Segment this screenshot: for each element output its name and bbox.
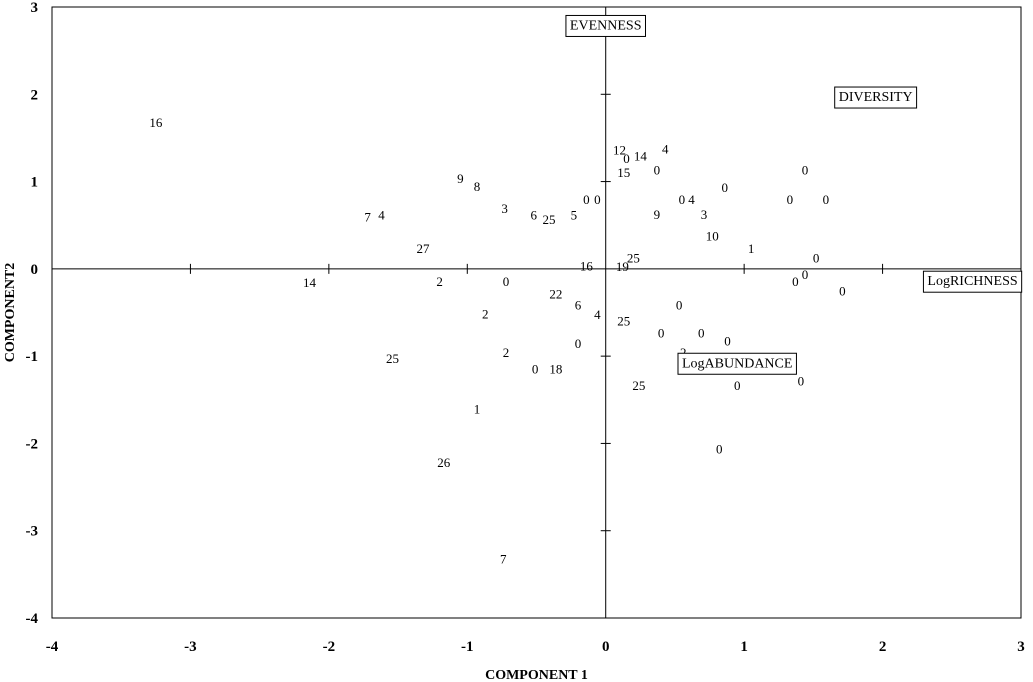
y-tick-label: -2 xyxy=(26,436,39,452)
x-tick-label: -3 xyxy=(184,639,197,655)
point-label: 9 xyxy=(654,207,661,222)
point-label: 12 xyxy=(613,142,626,157)
point-label: 3 xyxy=(701,207,708,222)
vector-label-frame xyxy=(677,352,797,375)
vector-label-box: DIVERSITY xyxy=(834,86,918,109)
point-label: 27 xyxy=(416,241,430,256)
vector-label-box: EVENNESS xyxy=(565,14,646,37)
point-label: 0 xyxy=(787,192,794,207)
point-label: 2 xyxy=(436,274,443,289)
point-label: 0 xyxy=(583,192,590,207)
point-label: 0 xyxy=(734,378,741,393)
axis-ticks xyxy=(189,93,884,532)
y-tick-label: -1 xyxy=(26,349,39,365)
point-label: 14 xyxy=(303,275,317,290)
point-label: 0 xyxy=(823,192,830,207)
point-label: 0 xyxy=(792,274,799,289)
point-label: 0 xyxy=(654,162,661,177)
x-tick-label: -2 xyxy=(323,639,336,655)
point-label: 6 xyxy=(575,298,582,313)
plot-border xyxy=(51,6,1022,619)
point-label: 0 xyxy=(802,267,809,282)
point-label: 0 xyxy=(798,374,805,389)
point-label: 5 xyxy=(571,208,578,223)
y-tick-label: -4 xyxy=(26,611,39,627)
x-axis-title: COMPONENT 1 xyxy=(485,668,588,682)
point-label: 9 xyxy=(457,171,464,186)
point-label: 14 xyxy=(634,148,648,163)
point-label: 4 xyxy=(594,307,601,322)
point-label: 15 xyxy=(617,165,630,180)
y-tick-label: 1 xyxy=(31,175,39,191)
point-label: 26 xyxy=(437,455,451,470)
x-tick-label: 1 xyxy=(740,639,748,655)
vector-label-text: DIVERSITY xyxy=(839,90,913,105)
point-label: 10 xyxy=(706,229,719,244)
y-tick-label: 0 xyxy=(31,262,39,278)
point-label: 22 xyxy=(549,286,562,301)
point-label: 0 xyxy=(802,162,809,177)
vector-label-text: LogRICHNESS xyxy=(927,274,1017,289)
plot-frame xyxy=(51,6,1022,619)
point-label: 0 xyxy=(698,326,705,341)
point-label: 25 xyxy=(542,212,555,227)
point-label: 0 xyxy=(575,336,582,351)
point-label: 0 xyxy=(813,251,820,266)
point-label: 2 xyxy=(680,345,687,360)
point-label: 0 xyxy=(716,442,723,457)
point-label: 25 xyxy=(386,351,399,366)
vector-label-box: LogRICHNESS xyxy=(922,270,1023,293)
point-label: 0 xyxy=(532,361,539,376)
point-label: 18 xyxy=(549,361,562,376)
vector-label-frame xyxy=(922,270,1023,293)
point-label: 4 xyxy=(688,192,695,207)
x-tick-label: 3 xyxy=(1017,639,1025,655)
point-label: 0 xyxy=(839,284,846,299)
x-tick-label: -4 xyxy=(46,639,59,655)
point-label: 0 xyxy=(623,151,630,166)
point-label: 19 xyxy=(616,259,629,274)
point-label: 25 xyxy=(632,378,645,393)
point-label: 25 xyxy=(627,251,640,266)
point-label: 25 xyxy=(617,313,630,328)
x-tick-label: -1 xyxy=(461,639,474,655)
y-tick-label: 3 xyxy=(31,0,39,16)
point-label: 16 xyxy=(149,115,163,130)
y-tick-label: -3 xyxy=(26,524,39,540)
vector-label-frame xyxy=(565,14,646,37)
point-label: 1 xyxy=(748,241,755,256)
vector-label-text: EVENNESS xyxy=(570,18,642,33)
y-axis-title: COMPONENT2 xyxy=(3,263,18,363)
point-label: 1 xyxy=(474,402,481,417)
point-label: 0 xyxy=(679,192,686,207)
point-label: 0 xyxy=(503,274,510,289)
point-label: 0 xyxy=(594,192,601,207)
point-label: 7 xyxy=(364,209,371,224)
point-label: 4 xyxy=(378,208,385,223)
point-label: 7 xyxy=(500,552,507,567)
y-tick-label: 2 xyxy=(31,87,39,103)
x-tick-label: 0 xyxy=(602,639,610,655)
point-label: 0 xyxy=(722,180,729,195)
point-label: 4 xyxy=(662,141,669,156)
point-label: 2 xyxy=(482,306,489,321)
point-label: 0 xyxy=(724,333,731,348)
point-label: 2 xyxy=(503,345,510,360)
vector-labels: EVENNESS DIVERSITY LogRICHNESS LogABUNDANCE xyxy=(565,14,1023,375)
vector-label-box: LogABUNDANCE xyxy=(677,352,797,375)
point-label: 6 xyxy=(530,208,537,223)
point-label: 3 xyxy=(501,201,508,216)
point-label: 0 xyxy=(658,326,665,341)
point-label: 0 xyxy=(676,298,683,313)
vector-label-frame xyxy=(834,86,918,109)
point-label: 16 xyxy=(580,258,594,273)
zero-axes xyxy=(52,7,1021,618)
vector-label-text: LogABUNDANCE xyxy=(682,356,792,371)
x-tick-label: 2 xyxy=(879,639,887,655)
point-label: 8 xyxy=(474,179,481,194)
